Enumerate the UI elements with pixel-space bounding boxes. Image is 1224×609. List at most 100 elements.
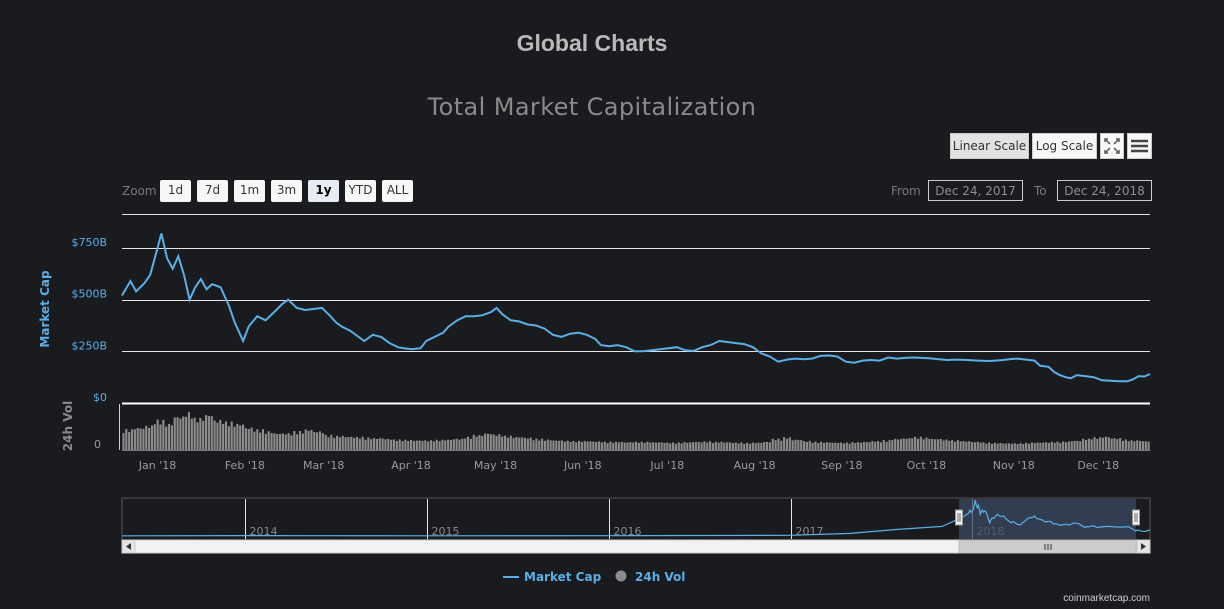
volume-bar[interactable]	[1039, 442, 1042, 450]
volume-bar[interactable]	[384, 439, 387, 450]
volume-bar[interactable]	[185, 416, 188, 450]
volume-bar[interactable]	[509, 435, 512, 450]
volume-bar[interactable]	[287, 433, 290, 450]
volume-bar[interactable]	[361, 436, 364, 450]
volume-bar[interactable]	[1119, 438, 1122, 450]
volume-bar[interactable]	[512, 438, 515, 450]
volume-bar[interactable]	[344, 437, 347, 450]
volume-bar[interactable]	[503, 435, 507, 450]
volume-bar[interactable]	[338, 437, 341, 450]
volume-bar[interactable]	[626, 442, 629, 451]
volume-bar[interactable]	[942, 440, 945, 450]
volume-bar[interactable]	[156, 419, 159, 450]
volume-bar[interactable]	[891, 440, 894, 450]
volume-bar[interactable]	[170, 425, 173, 450]
volume-bar[interactable]	[657, 442, 660, 450]
legend-item-market-cap[interactable]: Market Cap	[503, 570, 602, 584]
volume-bar[interactable]	[589, 441, 592, 450]
volume-bar[interactable]	[1076, 440, 1079, 450]
volume-bar[interactable]	[1064, 442, 1068, 450]
volume-bar[interactable]	[432, 441, 435, 451]
volume-bar[interactable]	[632, 442, 635, 451]
volume-bar[interactable]	[768, 442, 771, 450]
volume-bar[interactable]	[794, 439, 797, 450]
volume-bar[interactable]	[401, 441, 404, 450]
volume-bar[interactable]	[586, 441, 589, 451]
volume-bar[interactable]	[532, 440, 535, 450]
volume-bar[interactable]	[874, 441, 877, 450]
volume-bar[interactable]	[501, 436, 504, 450]
volume-bar[interactable]	[165, 426, 168, 451]
volume-bar[interactable]	[1053, 442, 1056, 450]
volume-bar[interactable]	[968, 441, 971, 450]
volume-bar[interactable]	[1005, 443, 1008, 451]
volume-bar[interactable]	[370, 439, 373, 450]
volume-bar[interactable]	[899, 439, 902, 450]
volume-bar[interactable]	[552, 440, 555, 451]
volume-bar[interactable]	[865, 442, 868, 450]
volume-bar[interactable]	[990, 443, 994, 450]
volume-bar[interactable]	[1062, 441, 1065, 450]
volume-bar[interactable]	[646, 441, 649, 450]
volume-bar[interactable]	[270, 433, 273, 450]
volume-bar[interactable]	[569, 442, 572, 450]
volume-bar[interactable]	[973, 442, 976, 450]
volume-bar[interactable]	[313, 432, 316, 450]
volume-bar[interactable]	[199, 418, 202, 450]
volume-bar[interactable]	[264, 433, 267, 450]
volume-bar[interactable]	[475, 436, 478, 450]
volume-bar[interactable]	[1016, 444, 1019, 450]
volume-bar[interactable]	[210, 416, 213, 450]
volume-bar[interactable]	[350, 436, 353, 450]
volume-bar[interactable]	[1050, 441, 1053, 450]
volume-bar[interactable]	[549, 440, 552, 450]
volume-bar[interactable]	[862, 441, 865, 450]
volume-bar[interactable]	[683, 442, 686, 450]
volume-bar[interactable]	[572, 440, 575, 450]
volume-bar[interactable]	[854, 443, 857, 450]
volume-bar[interactable]	[971, 442, 974, 450]
volume-bar[interactable]	[136, 428, 139, 450]
volume-bar[interactable]	[965, 441, 968, 450]
volume-bar[interactable]	[623, 442, 626, 451]
volume-bar[interactable]	[521, 437, 524, 450]
volume-bar[interactable]	[372, 438, 376, 450]
volume-bar[interactable]	[677, 442, 680, 450]
volume-bar[interactable]	[128, 431, 131, 450]
linear-scale-button[interactable]: Linear Scale	[950, 133, 1029, 159]
volume-bar[interactable]	[951, 440, 954, 450]
zoom-button-3m[interactable]: 3m	[271, 180, 302, 202]
volume-bar[interactable]	[808, 440, 811, 450]
volume-bar[interactable]	[378, 438, 381, 450]
volume-bar[interactable]	[851, 442, 854, 450]
volume-bar[interactable]	[410, 440, 413, 450]
volume-bar[interactable]	[1099, 437, 1102, 450]
volume-bar[interactable]	[697, 441, 700, 450]
volume-bar[interactable]	[905, 438, 908, 450]
volume-bar[interactable]	[261, 429, 265, 450]
volume-bar[interactable]	[452, 439, 455, 450]
volume-bar[interactable]	[555, 440, 558, 450]
volume-bar[interactable]	[603, 441, 606, 450]
volume-bar[interactable]	[204, 415, 208, 450]
volume-bar[interactable]	[617, 442, 621, 450]
volume-bar[interactable]	[597, 441, 601, 450]
volume-bar[interactable]	[925, 437, 928, 450]
volume-bar[interactable]	[859, 442, 863, 450]
zoom-button-1y[interactable]: 1y	[308, 180, 339, 202]
volume-bar[interactable]	[953, 441, 957, 450]
volume-bar[interactable]	[1045, 442, 1048, 450]
volume-bar[interactable]	[731, 443, 734, 450]
volume-bar[interactable]	[543, 440, 546, 450]
volume-bar[interactable]	[290, 435, 293, 450]
volume-bar[interactable]	[985, 443, 988, 450]
volume-bar[interactable]	[207, 416, 210, 450]
volume-bar[interactable]	[1047, 442, 1051, 450]
volume-bar[interactable]	[324, 434, 327, 450]
volume-bar[interactable]	[230, 421, 233, 450]
volume-bar[interactable]	[213, 420, 216, 451]
volume-bar[interactable]	[820, 441, 823, 450]
volume-bar[interactable]	[777, 438, 780, 450]
volume-bar[interactable]	[894, 438, 897, 450]
volume-bar[interactable]	[498, 434, 501, 450]
